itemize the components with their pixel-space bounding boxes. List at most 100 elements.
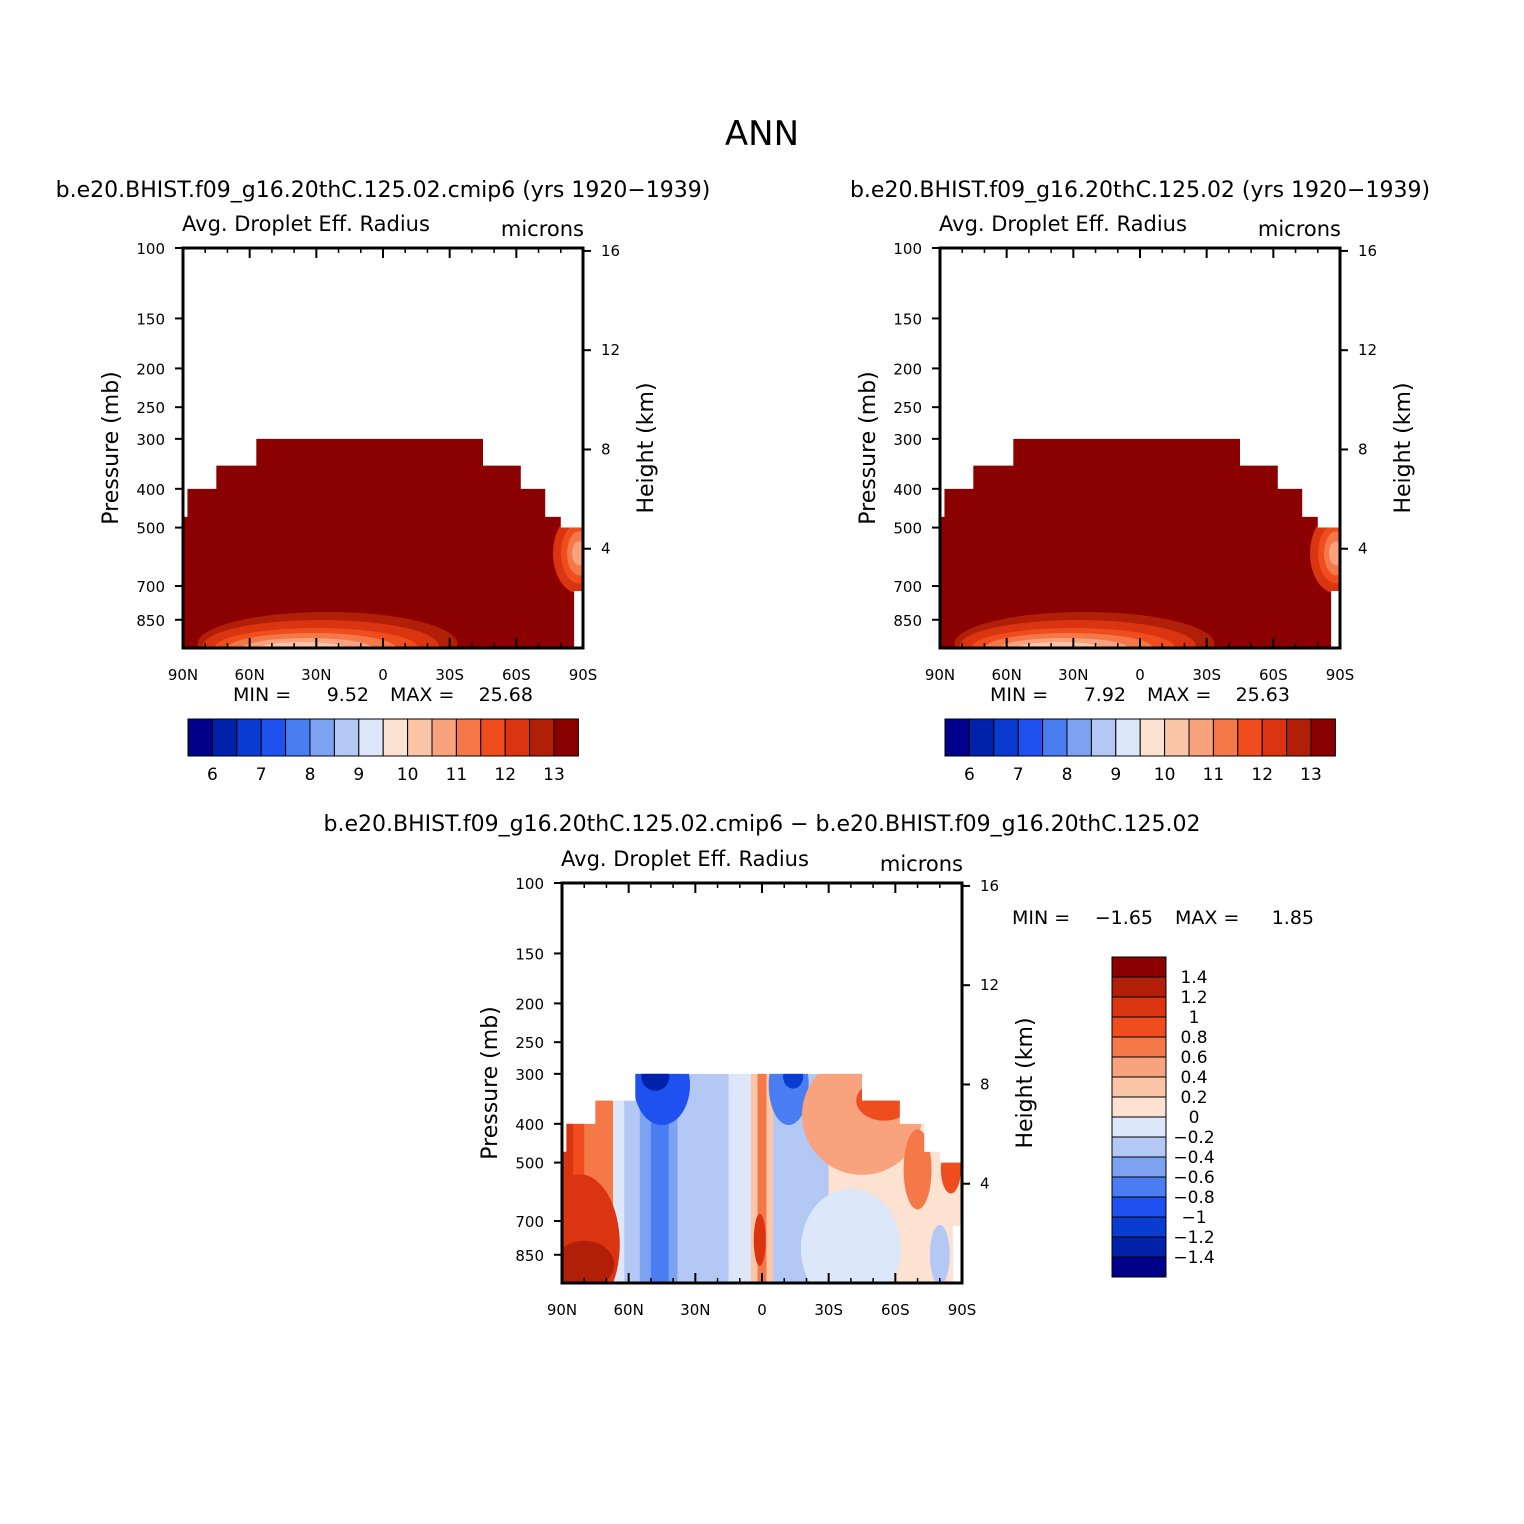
right-field-dark-red — [940, 438, 1340, 648]
left-colorbar-box — [333, 718, 360, 757]
diff-units-label: microns — [880, 852, 963, 876]
left-y-tick-right-label: 16 — [601, 242, 620, 260]
right-colorbar-box — [944, 718, 970, 757]
diff-colorbar-box — [1111, 1096, 1167, 1118]
diff-max-value: 1.85 — [1272, 907, 1314, 929]
right-y-tick-label: 850 — [893, 612, 922, 630]
right-colorbar-box — [1017, 718, 1044, 757]
diff-x-tick-label: 0 — [757, 1301, 767, 1319]
diff-y-tick-label: 500 — [515, 1155, 544, 1173]
diff-y-tick-label: 400 — [515, 1116, 544, 1134]
right-colorbar-label: 9 — [1110, 765, 1121, 785]
diff-colorbar-label: 1.2 — [1180, 988, 1207, 1008]
diff-case-title: b.e20.BHIST.f09_g16.20thC.125.02.cmip6 −… — [324, 812, 1201, 837]
diff-feature — [800, 1188, 901, 1283]
left-max-label: MAX = — [390, 684, 454, 706]
right-y-tick-label: 400 — [893, 481, 922, 499]
diff-colorbar-label: 1.4 — [1180, 968, 1207, 988]
left-low-cloud-band — [261, 642, 345, 648]
right-colorbar-label: 12 — [1251, 765, 1273, 785]
diff-y-tick-right-label: 16 — [980, 877, 999, 895]
diff-y-tick-label: 850 — [515, 1247, 544, 1265]
diff-colorbar-label: −1.2 — [1173, 1228, 1214, 1248]
right-y-tick-label: 200 — [893, 360, 922, 378]
diff-colorbar-box — [1111, 1056, 1167, 1078]
left-colorbar-box — [382, 718, 409, 757]
diff-min-label: MIN = — [1012, 907, 1070, 929]
left-case-title: b.e20.BHIST.f09_g16.20thC.125.02.cmip6 (… — [56, 178, 711, 203]
diff-field-features — [562, 1073, 962, 1283]
right-colorbar-box — [968, 718, 995, 757]
right-colorbar: 6 7 8 9 10 11 12 13 — [944, 718, 1336, 785]
right-y-tick-right-label: 4 — [1358, 540, 1368, 558]
diff-ylabel-right: Height (km) — [1013, 1017, 1038, 1148]
diff-colorbar-box — [1111, 996, 1167, 1018]
right-y-tick-label: 100 — [893, 240, 922, 258]
left-y-tick-label: 500 — [136, 520, 165, 538]
right-y-tick-label: 300 — [893, 431, 922, 449]
diff-colorbar-box — [1111, 976, 1167, 998]
diff-colorbar-label: 0.8 — [1180, 1028, 1207, 1048]
left-colorbar-box — [260, 718, 287, 757]
diff-feature — [783, 1073, 804, 1089]
right-y-tick-label: 250 — [893, 399, 922, 417]
diff-feature — [903, 1129, 932, 1210]
left-colorbar-label: 10 — [397, 765, 419, 785]
diff-x-tick-label: 90S — [948, 1301, 977, 1319]
diff-colorbar-box — [1111, 1156, 1167, 1178]
right-y-tick-label: 500 — [893, 520, 922, 538]
left-colorbar-box — [431, 718, 457, 757]
right-colorbar-box — [1212, 718, 1239, 757]
right-units-label: microns — [1258, 217, 1341, 241]
diff-band — [728, 1073, 751, 1283]
diff-colorbar-box — [1111, 1256, 1167, 1278]
right-low-cloud-band — [1018, 642, 1102, 648]
right-x-tick-label: 0 — [1135, 666, 1145, 684]
left-colorbar-label: 7 — [256, 765, 267, 785]
diff-colorbar-box — [1111, 956, 1167, 978]
left-colorbar-label: 6 — [207, 765, 218, 785]
right-y-tick-label: 700 — [893, 578, 922, 596]
right-ylabel: Pressure (mb) — [856, 371, 881, 525]
diff-colorbar-label: −0.2 — [1173, 1128, 1214, 1148]
right-colorbar-label: 11 — [1203, 765, 1225, 785]
right-colorbar-box — [1090, 718, 1117, 757]
diff-colorbar-box — [1111, 1036, 1167, 1058]
left-y-tick-label: 200 — [136, 360, 165, 378]
diff-colorbar-label: 0 — [1189, 1108, 1200, 1128]
diff-y-tick-label: 150 — [515, 945, 544, 963]
diff-band — [757, 1073, 767, 1283]
left-min-max: MIN = 9.52 MAX = 25.68 — [233, 684, 533, 706]
left-x-tick-label: 60S — [502, 666, 531, 684]
left-x-tick-label: 0 — [378, 666, 388, 684]
left-colorbar-box — [480, 718, 506, 757]
right-y-tick-right-label: 16 — [1358, 242, 1377, 260]
page-title: ANN — [725, 114, 799, 154]
right-colorbar-box — [1042, 718, 1068, 757]
left-x-tick-label: 90S — [569, 666, 598, 684]
left-colorbar-box — [529, 718, 555, 757]
right-colorbar-box — [993, 718, 1019, 757]
right-y-tick-label: 150 — [893, 310, 922, 328]
diff-y-tick-right-label: 4 — [980, 1175, 990, 1193]
left-colorbar-box — [358, 718, 384, 757]
left-colorbar-box — [285, 718, 311, 757]
diff-feature — [802, 1073, 922, 1175]
diff-x-tick-label: 30N — [680, 1301, 710, 1319]
left-y-tick-label: 300 — [136, 431, 165, 449]
left-colorbar-box — [236, 718, 262, 757]
left-low-cloud-band — [243, 638, 372, 648]
right-x-tick-label: 60N — [992, 666, 1022, 684]
right-colorbar-label: 10 — [1154, 765, 1176, 785]
left-x-tick-label: 90N — [168, 666, 198, 684]
diff-feature — [929, 1224, 950, 1283]
diff-axes: 90N 60N 30N 0 30S 60S 90S 100 150 200 250 300 400 500… — [515, 875, 999, 1319]
left-min-label: MIN = — [233, 684, 291, 706]
left-colorbar-label: 8 — [305, 765, 316, 785]
diff-colorbar-label: 0.2 — [1180, 1088, 1207, 1108]
diff-y-tick-label: 700 — [515, 1213, 544, 1231]
diff-colorbar-label: −0.6 — [1173, 1168, 1214, 1188]
diff-colorbar-box — [1111, 1076, 1167, 1098]
right-colorbar-box — [1286, 718, 1312, 757]
